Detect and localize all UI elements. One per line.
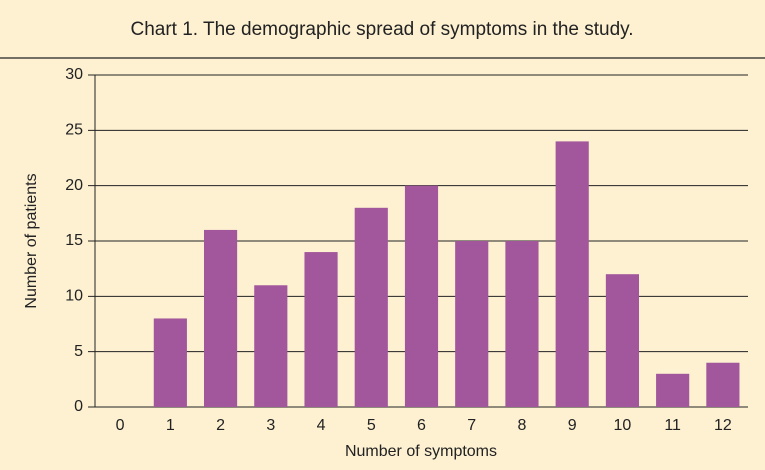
chart-title: Chart 1. The demographic spread of sympt… bbox=[130, 19, 633, 40]
x-tick-label: 5 bbox=[367, 417, 376, 434]
y-tick-label: 0 bbox=[74, 398, 83, 415]
bar bbox=[605, 274, 639, 407]
x-tick-label: 7 bbox=[467, 417, 476, 434]
bar bbox=[254, 285, 288, 407]
bar bbox=[656, 373, 690, 407]
bar bbox=[354, 207, 388, 407]
y-tick-label: 30 bbox=[65, 66, 83, 83]
x-axis-label: Number of symptoms bbox=[345, 443, 497, 460]
x-tick-label: 4 bbox=[317, 417, 326, 434]
y-tick-label: 10 bbox=[65, 288, 83, 305]
bar bbox=[204, 229, 238, 407]
bar bbox=[404, 185, 439, 407]
x-tick-label: 3 bbox=[266, 417, 275, 434]
bar bbox=[706, 362, 740, 407]
x-tick-label: 10 bbox=[614, 417, 632, 434]
x-tick-label: 11 bbox=[664, 417, 681, 434]
x-tick-label: 6 bbox=[417, 417, 426, 434]
y-tick-label: 15 bbox=[65, 232, 83, 249]
y-tick-label: 5 bbox=[74, 343, 83, 360]
bar bbox=[505, 241, 539, 407]
bar bbox=[555, 141, 589, 407]
x-tick-label: 8 bbox=[518, 417, 527, 434]
y-tick-label: 25 bbox=[65, 122, 83, 139]
x-tick-label: 9 bbox=[568, 417, 577, 434]
x-tick-label: 1 bbox=[166, 417, 175, 434]
x-tick-label: 0 bbox=[116, 417, 125, 434]
y-tick-label: 20 bbox=[65, 177, 83, 194]
x-tick-label: 12 bbox=[714, 417, 732, 434]
bar bbox=[455, 241, 489, 407]
y-axis-label: Number of patients bbox=[23, 173, 40, 308]
bar bbox=[153, 318, 187, 407]
bar bbox=[304, 252, 338, 407]
x-tick-label: 2 bbox=[216, 417, 225, 434]
